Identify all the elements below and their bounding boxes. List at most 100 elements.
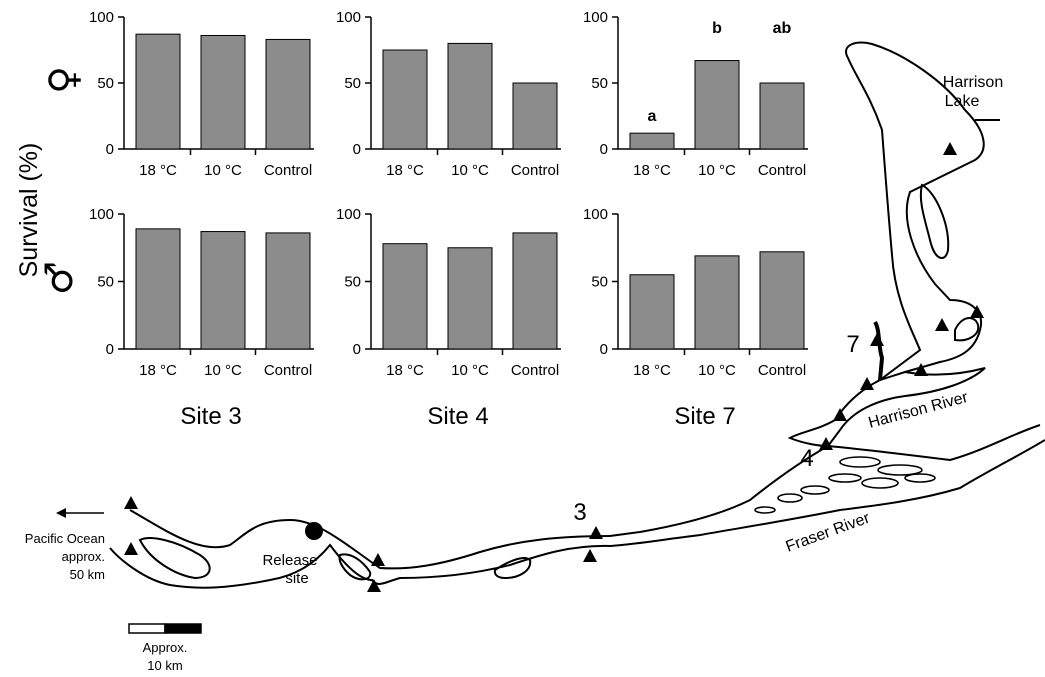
harrison-river-north-bank bbox=[787, 379, 881, 447]
river-map bbox=[109, 41, 1045, 589]
harrison-lake-island bbox=[919, 183, 950, 259]
ocean-label-2: approx. bbox=[62, 549, 105, 564]
panel-site4-female: 0 50 100 18 °C 10 °C Control bbox=[336, 9, 561, 179]
site-marker bbox=[935, 318, 949, 331]
island bbox=[904, 473, 936, 483]
bar bbox=[200, 231, 246, 350]
site-7-label: 7 bbox=[846, 331, 859, 358]
ocean-label-3: 50 km bbox=[70, 567, 105, 582]
bar bbox=[512, 82, 558, 150]
ocean-label-1: Pacific Ocean bbox=[25, 531, 105, 546]
fraser-river-label: Fraser River bbox=[784, 509, 873, 555]
y-tick-label: 100 bbox=[89, 9, 114, 26]
site-4-label: 4 bbox=[800, 445, 813, 472]
panel-site7-female: 0 50 100 18 °C a 10 °C b Control ab bbox=[583, 9, 808, 179]
x-tick-label: 18 °C bbox=[633, 362, 671, 379]
bar bbox=[265, 232, 311, 350]
lower-island-east bbox=[493, 557, 532, 580]
island bbox=[777, 493, 803, 503]
scale-bar-black bbox=[164, 623, 202, 634]
harrison-river-south-bank bbox=[827, 367, 986, 447]
site-marker bbox=[371, 553, 385, 566]
significance-label: b bbox=[712, 20, 722, 37]
y-tick-label: 100 bbox=[89, 206, 114, 223]
x-tick-label: Control bbox=[264, 362, 312, 379]
bar bbox=[629, 132, 675, 150]
panel-site7-male: 0 50 100 18 °C 10 °C Control Site 7 bbox=[583, 206, 808, 430]
x-tick-label: 10 °C bbox=[204, 162, 242, 179]
bar bbox=[382, 243, 428, 350]
site-marker bbox=[860, 377, 874, 390]
y-tick-label: 100 bbox=[336, 206, 361, 223]
x-tick-label: 18 °C bbox=[633, 162, 671, 179]
release-site-marker bbox=[305, 522, 323, 540]
x-tick-label: 18 °C bbox=[386, 162, 424, 179]
bar bbox=[629, 274, 675, 350]
x-tick-label: 10 °C bbox=[698, 362, 736, 379]
site-label: Site 4 bbox=[427, 403, 488, 430]
x-tick-label: Control bbox=[758, 162, 806, 179]
x-tick-label: 10 °C bbox=[698, 162, 736, 179]
panel-site3-male: 0 50 100 18 °C 10 °C Control Site 3 bbox=[89, 206, 314, 430]
lower-river-north-bank bbox=[129, 509, 611, 570]
bar bbox=[759, 251, 805, 350]
site-3-label: 3 bbox=[573, 499, 586, 526]
y-tick-label: 0 bbox=[600, 341, 608, 358]
y-tick-label: 50 bbox=[591, 75, 608, 92]
x-tick-label: 18 °C bbox=[139, 362, 177, 379]
site-marker bbox=[367, 579, 381, 592]
release-site-label-2: site bbox=[285, 570, 308, 587]
y-tick-label: 100 bbox=[336, 9, 361, 26]
lower-island-mid bbox=[338, 553, 372, 581]
island bbox=[877, 464, 923, 476]
panel-site3-female: 0 50 100 18 °C 10 °C Control bbox=[89, 9, 314, 179]
x-tick-label: Control bbox=[511, 362, 559, 379]
bar bbox=[694, 255, 740, 350]
island bbox=[828, 473, 862, 483]
x-tick-label: Control bbox=[264, 162, 312, 179]
bar bbox=[447, 247, 493, 350]
bar bbox=[135, 33, 181, 150]
scale-label-2: 10 km bbox=[147, 658, 182, 673]
y-tick-label: 50 bbox=[344, 75, 361, 92]
x-tick-label: 10 °C bbox=[451, 162, 489, 179]
lower-river-south-bank bbox=[109, 543, 611, 589]
lake-south-island bbox=[954, 317, 980, 342]
bar bbox=[200, 34, 246, 150]
scale-label-1: Approx. bbox=[143, 640, 188, 655]
female-symbol: ♀ bbox=[41, 66, 85, 94]
braided-islands bbox=[754, 456, 936, 514]
site-marker bbox=[970, 305, 984, 318]
tributary-site7 bbox=[873, 320, 885, 381]
bar bbox=[759, 82, 805, 150]
lower-island-west bbox=[138, 537, 211, 580]
site-label: Site 7 bbox=[674, 403, 735, 430]
panel-site4-male: 0 50 100 18 °C 10 °C Control Site 4 bbox=[336, 206, 561, 430]
y-tick-label: 100 bbox=[583, 9, 608, 26]
y-axis-label: Survival (%) bbox=[15, 143, 43, 278]
bar bbox=[512, 232, 558, 350]
y-tick-label: 100 bbox=[583, 206, 608, 223]
site-marker bbox=[589, 526, 603, 539]
scale-bar-white bbox=[128, 623, 166, 634]
x-tick-label: 18 °C bbox=[139, 162, 177, 179]
site-marker bbox=[819, 437, 833, 450]
x-tick-label: 10 °C bbox=[451, 362, 489, 379]
bar bbox=[447, 42, 493, 150]
site-label: Site 3 bbox=[180, 403, 241, 430]
site-markers bbox=[124, 142, 984, 592]
island bbox=[800, 485, 830, 495]
fraser-river-north-bank bbox=[827, 424, 1041, 462]
island bbox=[754, 506, 776, 514]
harrison-river-label: Harrison River bbox=[867, 389, 971, 432]
y-tick-label: 50 bbox=[344, 274, 361, 291]
x-tick-label: 10 °C bbox=[204, 362, 242, 379]
bar bbox=[382, 49, 428, 150]
y-tick-label: 0 bbox=[353, 341, 361, 358]
fraser-river-south-bank bbox=[609, 439, 1045, 547]
island bbox=[861, 477, 899, 489]
site-marker bbox=[583, 549, 597, 562]
ocean-arrow-head bbox=[56, 508, 66, 518]
harrison-lake-label-1: Harrison bbox=[943, 74, 1003, 91]
